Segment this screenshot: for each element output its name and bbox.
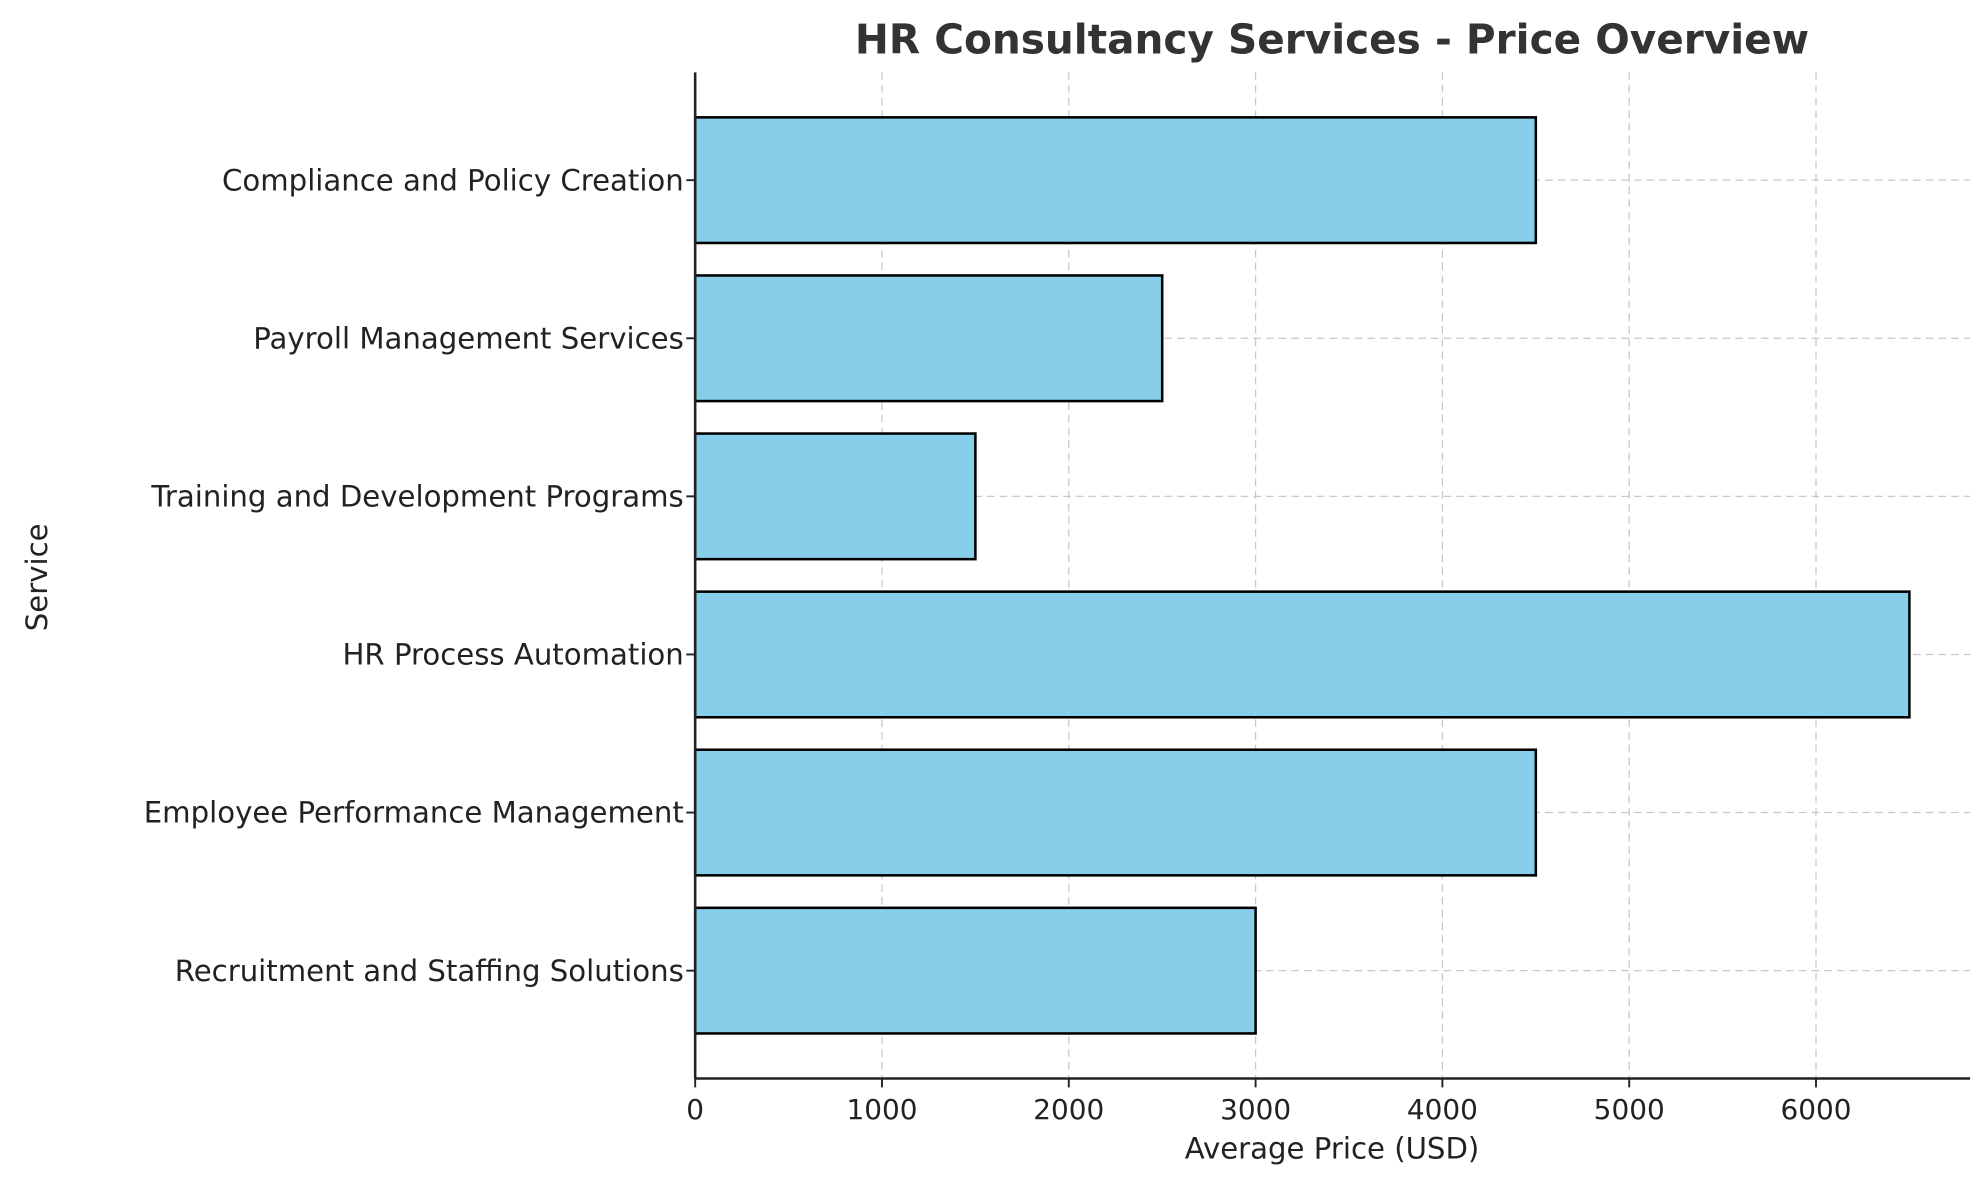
bar [693, 906, 1257, 1035]
y-tick-label: Recruitment and Staffing Solutions [175, 954, 684, 988]
bar [693, 274, 1164, 403]
y-tick-label: Payroll Management Services [253, 321, 684, 355]
y-tick-label: Employee Performance Management [144, 796, 684, 830]
x-tick-label: 0 [686, 1093, 704, 1126]
x-axis-label: Average Price (USD) [1185, 1131, 1480, 1165]
x-tick-label: 4000 [1407, 1093, 1478, 1126]
bar [693, 748, 1538, 877]
x-tick-label: 3000 [1220, 1093, 1291, 1126]
bars [693, 116, 1911, 1035]
x-tick-label: 5000 [1594, 1093, 1665, 1126]
x-tick-labels: 0 1000 2000 3000 4000 5000 6000 [686, 1093, 1851, 1126]
chart-title: HR Consultancy Services - Price Overview [855, 15, 1809, 63]
bar [693, 590, 1911, 719]
y-tick-label: Training and Development Programs [150, 480, 683, 514]
y-tick-label: HR Process Automation [342, 638, 683, 672]
x-tick-label: 2000 [1033, 1093, 1104, 1126]
axes [686, 72, 1971, 1088]
bar [693, 432, 977, 561]
bar [693, 116, 1538, 245]
y-axis-label: Service [20, 523, 54, 631]
y-tick-labels: Recruitment and Staffing Solutions Employ… [144, 163, 684, 987]
x-tick-label: 6000 [1780, 1093, 1851, 1126]
x-tick-label: 1000 [846, 1093, 917, 1126]
y-tick-label: Compliance and Policy Creation [222, 163, 684, 197]
